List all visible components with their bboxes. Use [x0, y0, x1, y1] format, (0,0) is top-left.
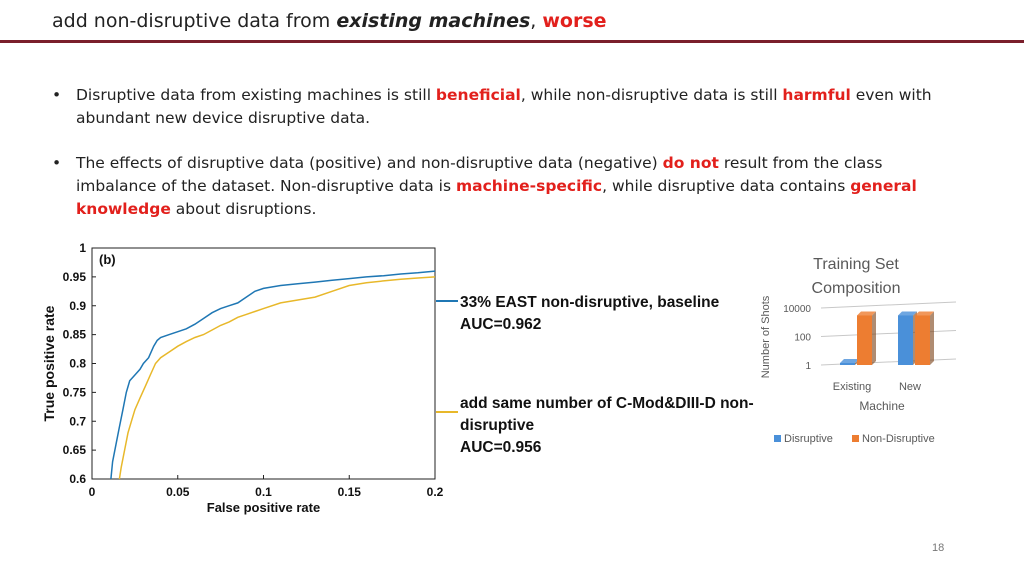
bar-category-label: Existing [833, 381, 872, 393]
bar-y-tick-label: 1 [805, 361, 811, 372]
bullet-text: , while disruptive data contains [602, 177, 851, 195]
panel-label: (b) [99, 252, 116, 267]
bar-gridline [820, 330, 957, 337]
roc-series-line-1 [110, 270, 436, 480]
bullet-item-2: • The effects of disruptive data (positi… [52, 152, 952, 221]
x-tick-label: 0.15 [338, 485, 362, 499]
bar-top-existing-0 [840, 359, 859, 363]
y-tick-label: 0.9 [69, 299, 86, 313]
y-axis-label: True positive rate [41, 305, 57, 421]
bullet-highlight: general knowledge [76, 177, 917, 218]
bullet-text: , while non-disruptive data is still [520, 86, 783, 104]
x-tick-label: 0.1 [255, 485, 272, 499]
bar-new-0 [898, 315, 913, 365]
y-tick-label: 0.7 [69, 414, 86, 428]
title-separator: , [530, 10, 543, 32]
bullet-highlight: do not [662, 154, 719, 172]
legend-auc-added: AUC=0.956 [460, 439, 542, 456]
slide-title: add non-disruptive data from existing ma… [52, 10, 607, 32]
bar-existing-1 [857, 315, 872, 365]
x-axis-label: False positive rate [207, 500, 320, 515]
x-tick-label: 0 [89, 485, 96, 499]
legend-text-added: add same number of C-Mod&DIII-D non-disr… [460, 393, 760, 459]
bar-top-new-0 [898, 311, 917, 316]
y-tick-label: 0.85 [63, 328, 87, 342]
x-tick-label: 0.05 [166, 485, 190, 499]
bullet-text: Disruptive data from existing machines i… [76, 86, 436, 104]
training-set-bar-chart: Training Set Composition 1 100 10000 Number o… [760, 256, 957, 445]
title-emphasis: existing machines [336, 10, 531, 32]
bar-x-axis-label: Machine [859, 399, 905, 413]
bar-top-new-1 [915, 311, 934, 316]
title-divider [0, 40, 1024, 43]
legend-label-added: add same number of C-Mod&DIII-D non-disr… [460, 395, 754, 434]
legend-text-baseline: 33% EAST non-disruptive, baseline AUC=0.… [460, 292, 719, 336]
bar-existing-0 [840, 363, 855, 365]
bar-legend-label: Non-Disruptive [862, 433, 935, 445]
legend-swatch-1 [436, 300, 458, 302]
bar-new-1 [915, 315, 930, 365]
title-red-word: worse [542, 10, 607, 32]
bar-y-tick-label: 10000 [783, 304, 811, 315]
bullet-highlight: machine-specific [455, 177, 603, 195]
y-tick-label: 0.8 [69, 357, 86, 371]
bullet-text: result from the class imbalance of the d… [76, 154, 883, 195]
page-number: 18 [932, 542, 945, 554]
legend-label-baseline: 33% EAST non-disruptive, baseline [460, 294, 720, 311]
legend-swatch-2 [436, 411, 458, 413]
bar-gridline [820, 301, 957, 309]
bullet-text: even with abundant new device disruptive… [76, 86, 932, 127]
roc-chart: 0 0.05 0.1 0.15 0.2 0.6 0.65 0.7 0.75 0.8 0.85 0.9 0… [41, 241, 444, 515]
bullet-highlight: beneficial [435, 86, 521, 104]
title-prefix: add non-disruptive data from [52, 10, 337, 32]
bar-category-label: New [899, 381, 921, 393]
x-tick-label: 0.2 [427, 485, 444, 499]
bullet-list: • Disruptive data from existing machines… [52, 84, 952, 243]
y-tick-label: 0.95 [63, 270, 87, 284]
bullet-item-1: • Disruptive data from existing machines… [52, 84, 952, 130]
bar-chart-title-line1: Training Set [813, 256, 899, 273]
bar-side-new-1 [930, 311, 934, 365]
bar-y-axis-label: Number of Shots [760, 295, 772, 378]
bar-side-existing-1 [872, 311, 876, 365]
bar-chart-title-line2: Composition [812, 280, 901, 297]
bullet-text: The effects of disruptive data (positive… [76, 154, 663, 172]
bullet-dot: • [52, 154, 62, 172]
legend-auc-baseline: AUC=0.962 [460, 316, 542, 333]
bar-top-existing-1 [857, 311, 876, 316]
bar-legend-swatch [774, 435, 781, 442]
bullet-highlight: harmful [782, 86, 851, 104]
roc-series-line-2 [118, 276, 436, 480]
bullet-text: about disruptions. [170, 200, 317, 218]
bullet-dot: • [52, 86, 62, 104]
y-tick-label: 0.65 [63, 443, 87, 457]
bar-legend-swatch [852, 435, 859, 442]
y-tick-label: 0.6 [69, 472, 86, 486]
y-tick-label: 0.75 [63, 385, 87, 399]
y-tick-label: 1 [79, 241, 86, 255]
bar-y-tick-label: 100 [794, 333, 811, 344]
bar-legend-label: Disruptive [784, 433, 833, 445]
